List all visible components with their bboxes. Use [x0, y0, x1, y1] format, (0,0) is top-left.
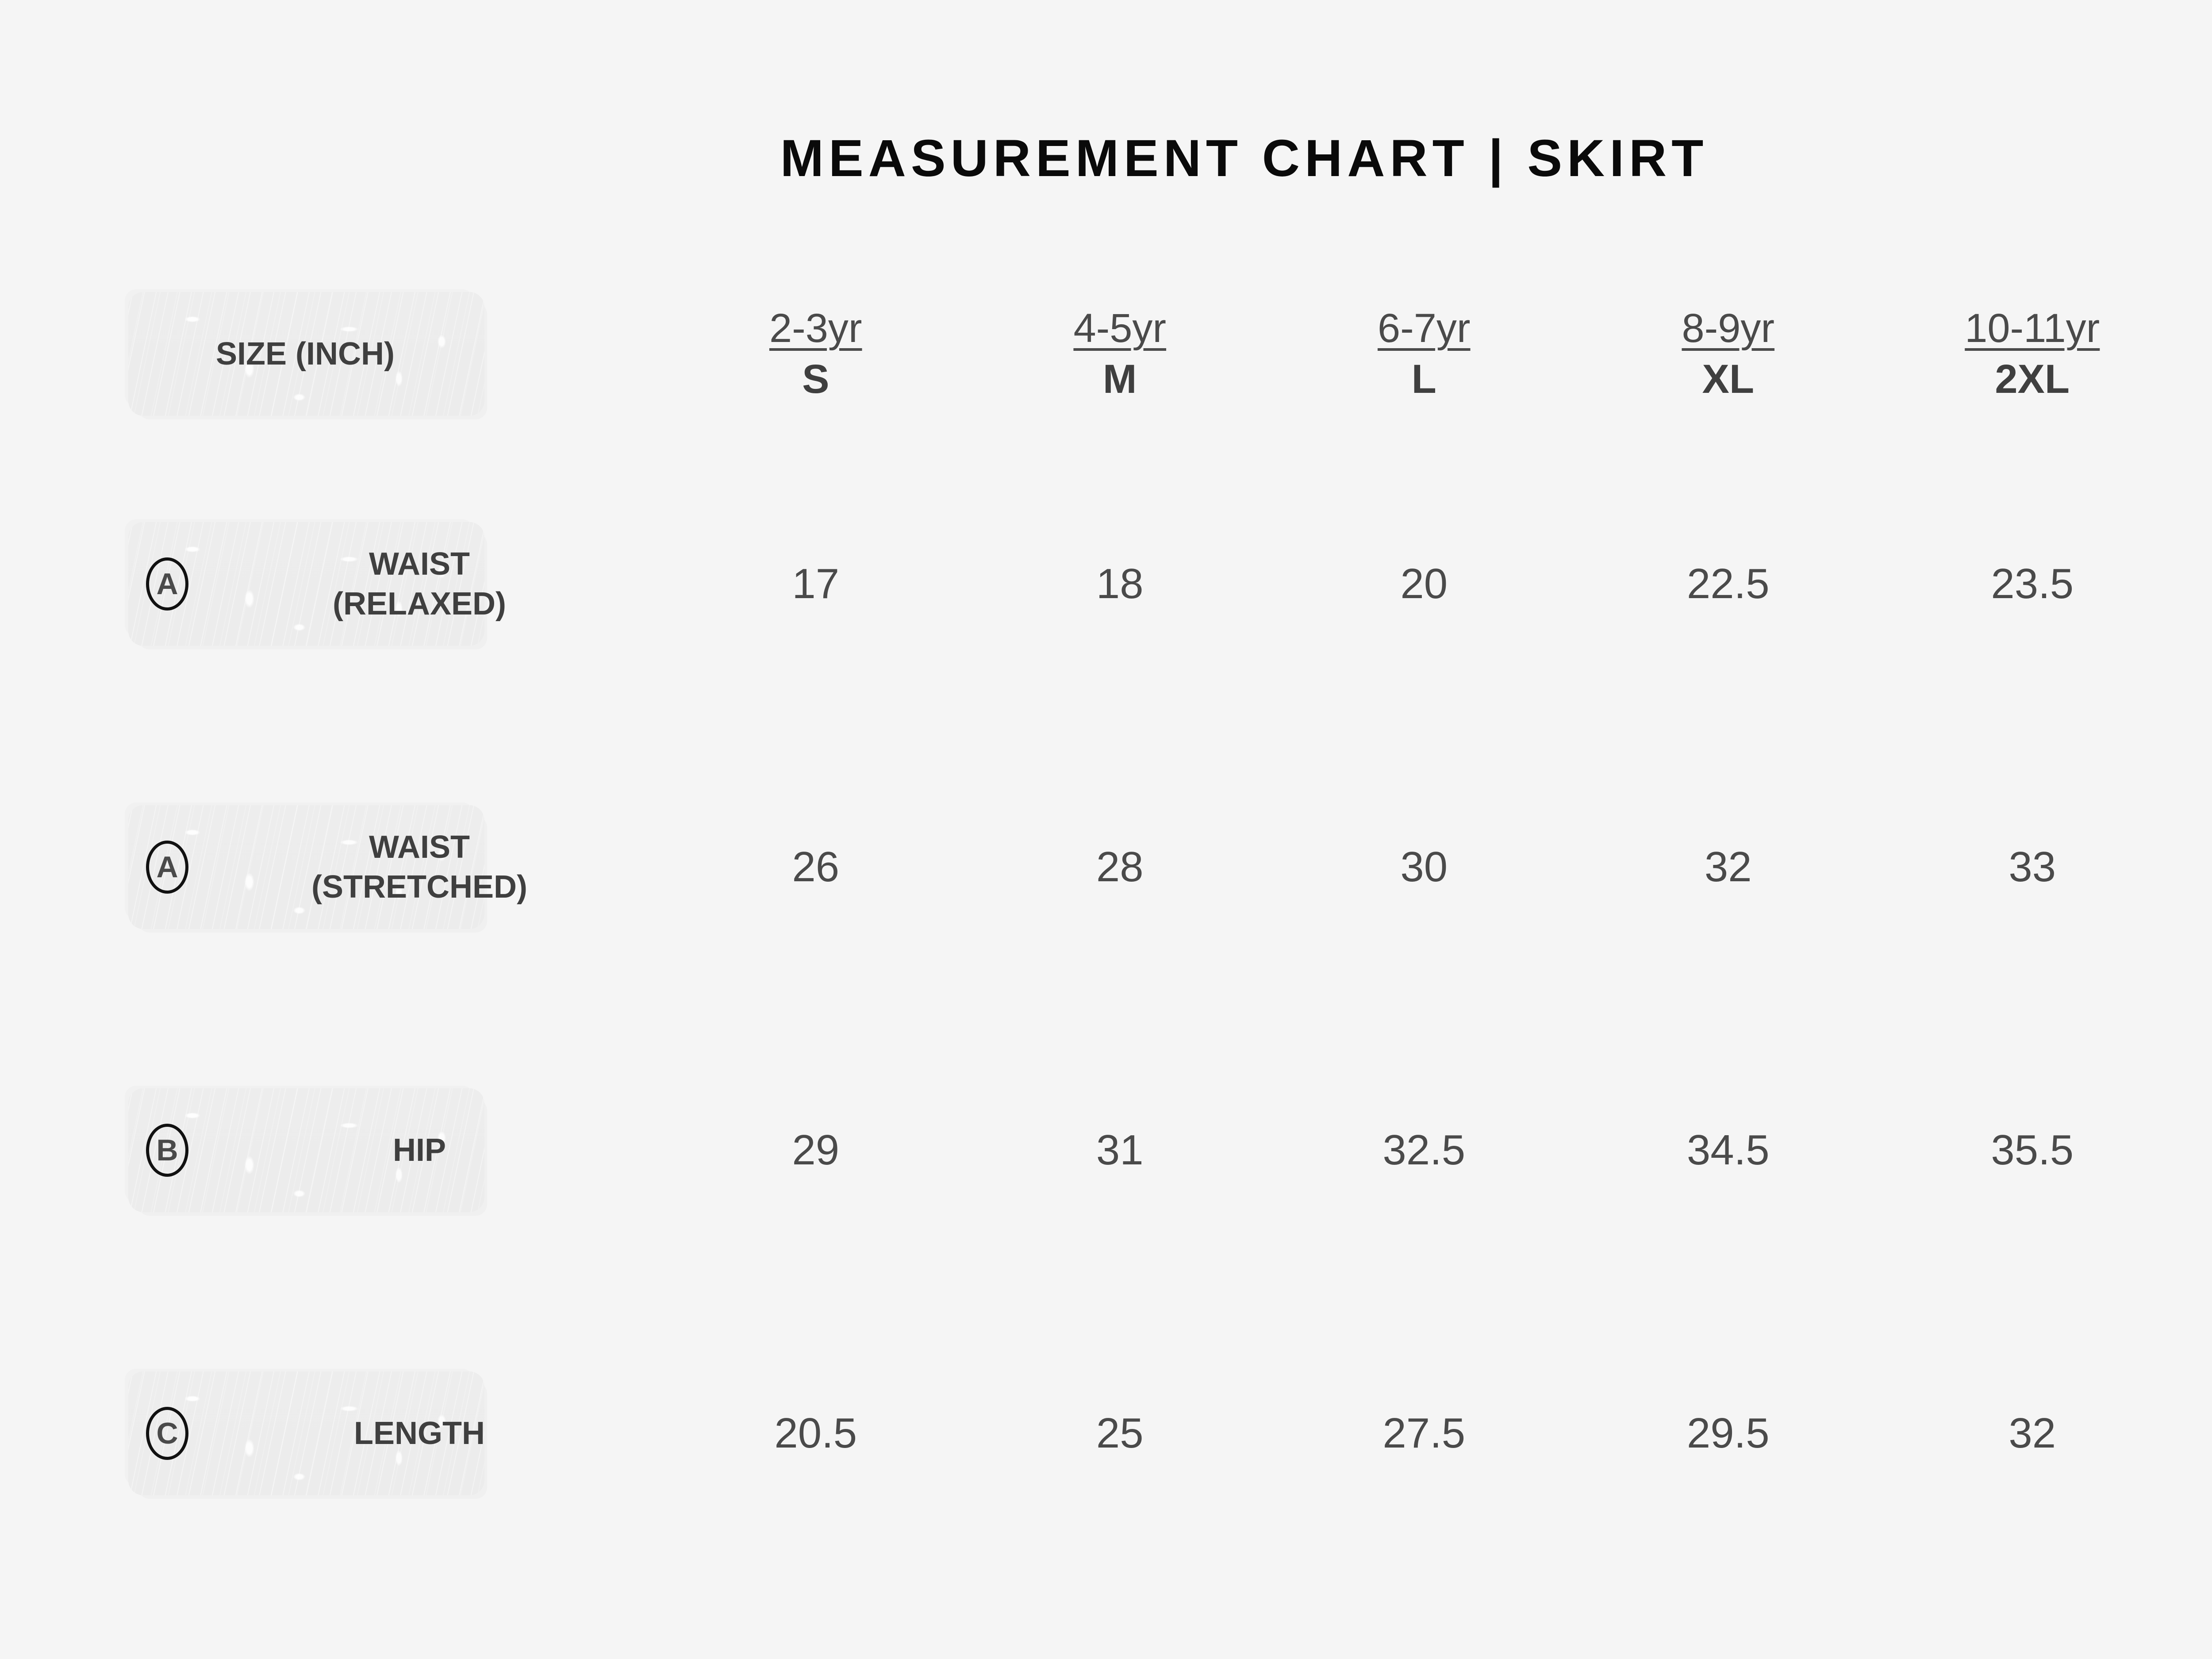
- row-label-cell: A WAIST (STRETCHED): [0, 726, 664, 1009]
- size-label-5: 2XL: [1995, 357, 2070, 402]
- row-values: 17 18 20 22.5 23.5 25: [664, 442, 2212, 726]
- table-row: B HIP 29 31 32.5 34.5 35.5 36: [0, 1009, 2212, 1292]
- cell-value: 28: [1096, 843, 1144, 891]
- cell-value: 30: [1400, 843, 1448, 891]
- row-label-cell: B HIP: [0, 1009, 664, 1292]
- cell-value: 29: [792, 1126, 840, 1174]
- cell: 34: [2185, 1292, 2212, 1575]
- cell: 36: [2185, 1009, 2212, 1292]
- measurement-table: SIZE (INCH) 2-3yr S 4-5yr M 6-7yr L 8-9y…: [0, 265, 2212, 1575]
- size-label-2: M: [1102, 357, 1137, 402]
- row-values: 26 28 30 32 33 35: [664, 726, 2212, 1009]
- cell: 17: [664, 442, 968, 726]
- row-label-line2: (RELAXED): [333, 586, 506, 622]
- measurement-badge-c-icon: C: [146, 1407, 188, 1460]
- cell: 27.5: [1272, 1292, 1576, 1575]
- age-label-2: 4-5yr: [1073, 306, 1167, 351]
- column-header-1[interactable]: 2-3yr S: [664, 265, 968, 442]
- row-label: LENGTH: [202, 1413, 664, 1453]
- size-header-cell: SIZE (INCH): [0, 265, 664, 442]
- cell-value: 26: [792, 843, 840, 891]
- row-label: WAIST (RELAXED): [202, 544, 664, 624]
- cell-value: 32: [2008, 1409, 2056, 1457]
- column-header-6[interactable]: 12-13yr 3XL: [2185, 265, 2212, 442]
- cell: 35: [2185, 726, 2212, 1009]
- row-label-cell: C LENGTH: [0, 1292, 664, 1575]
- cell-value: 18: [1096, 560, 1144, 607]
- cell: 33: [1880, 726, 2185, 1009]
- cell: 31: [968, 1009, 1272, 1292]
- row-label-line1: HIP: [392, 1133, 446, 1168]
- cell-value: 31: [1096, 1126, 1144, 1174]
- cell: 18: [968, 442, 1272, 726]
- age-label-4: 8-9yr: [1682, 306, 1775, 351]
- cell-value: 23.5: [1991, 560, 2074, 607]
- cell: 22.5: [1576, 442, 1881, 726]
- table-row: A WAIST (STRETCHED) 26 28 30 32 33 35: [0, 726, 2212, 1009]
- row-label: HIP: [202, 1130, 664, 1170]
- measurement-badge-a-icon: A: [146, 557, 188, 611]
- row-label-line2: (STRETCHED): [311, 869, 527, 905]
- measurement-badge-b-icon: B: [146, 1124, 188, 1177]
- size-label-4: XL: [1702, 357, 1755, 402]
- measurement-badge-a-icon: A: [146, 841, 188, 894]
- cell: 29: [664, 1009, 968, 1292]
- table-row: A WAIST (RELAXED) 17 18 20 22.5 23.5 25: [0, 442, 2212, 726]
- table-header-row: SIZE (INCH) 2-3yr S 4-5yr M 6-7yr L 8-9y…: [0, 265, 2212, 442]
- cell-value: 29.5: [1686, 1409, 1770, 1457]
- column-header-4[interactable]: 8-9yr XL: [1576, 265, 1881, 442]
- cell: 28: [968, 726, 1272, 1009]
- cell: 26: [664, 726, 968, 1009]
- row-label: WAIST (STRETCHED): [202, 827, 664, 907]
- cell-value: 32: [1704, 843, 1752, 891]
- cell-value: 25: [1096, 1409, 1144, 1457]
- cell: 20: [1272, 442, 1576, 726]
- cell: 20.5: [664, 1292, 968, 1575]
- cell-value: 33: [2008, 843, 2056, 891]
- cell-value: 20: [1400, 560, 1448, 607]
- row-label-line1: WAIST: [369, 546, 470, 582]
- cell: 35.5: [1880, 1009, 2185, 1292]
- column-header-2[interactable]: 4-5yr M: [968, 265, 1272, 442]
- table-row: C LENGTH 20.5 25 27.5 29.5 32 34: [0, 1292, 2212, 1575]
- cell: 25: [2185, 442, 2212, 726]
- cell: 23.5: [1880, 442, 2185, 726]
- row-values: 20.5 25 27.5 29.5 32 34: [664, 1292, 2212, 1575]
- column-header-3[interactable]: 6-7yr L: [1272, 265, 1576, 442]
- row-label-line1: LENGTH: [354, 1416, 485, 1451]
- cell-value: 32.5: [1382, 1126, 1466, 1174]
- age-label-5: 10-11yr: [1965, 306, 2100, 351]
- size-unit-label: SIZE (INCH): [216, 336, 395, 372]
- row-label-line1: WAIST: [369, 830, 470, 865]
- cell-value: 17: [792, 560, 840, 607]
- cell: 25: [968, 1292, 1272, 1575]
- page-title: MEASUREMENT CHART | SKIRT: [780, 129, 1709, 188]
- cell: 32: [1880, 1292, 2185, 1575]
- size-label-1: S: [802, 357, 830, 402]
- cell-value: 35.5: [1991, 1126, 2074, 1174]
- cell: 34.5: [1576, 1009, 1881, 1292]
- size-label-3: L: [1411, 357, 1436, 402]
- cell-value: 27.5: [1382, 1409, 1466, 1457]
- header-columns: 2-3yr S 4-5yr M 6-7yr L 8-9yr XL 10-11yr…: [664, 265, 2212, 442]
- cell: 32.5: [1272, 1009, 1576, 1292]
- cell: 32: [1576, 726, 1881, 1009]
- cell: 29.5: [1576, 1292, 1881, 1575]
- row-values: 29 31 32.5 34.5 35.5 36: [664, 1009, 2212, 1292]
- age-label-1: 2-3yr: [769, 306, 862, 351]
- cell: 30: [1272, 726, 1576, 1009]
- cell-value: 34.5: [1686, 1126, 1770, 1174]
- label-panel: [128, 292, 484, 416]
- column-header-5[interactable]: 10-11yr 2XL: [1880, 265, 2185, 442]
- cell-value: 22.5: [1686, 560, 1770, 607]
- cell-value: 20.5: [774, 1409, 857, 1457]
- age-label-3: 6-7yr: [1377, 306, 1471, 351]
- row-label-cell: A WAIST (RELAXED): [0, 442, 664, 726]
